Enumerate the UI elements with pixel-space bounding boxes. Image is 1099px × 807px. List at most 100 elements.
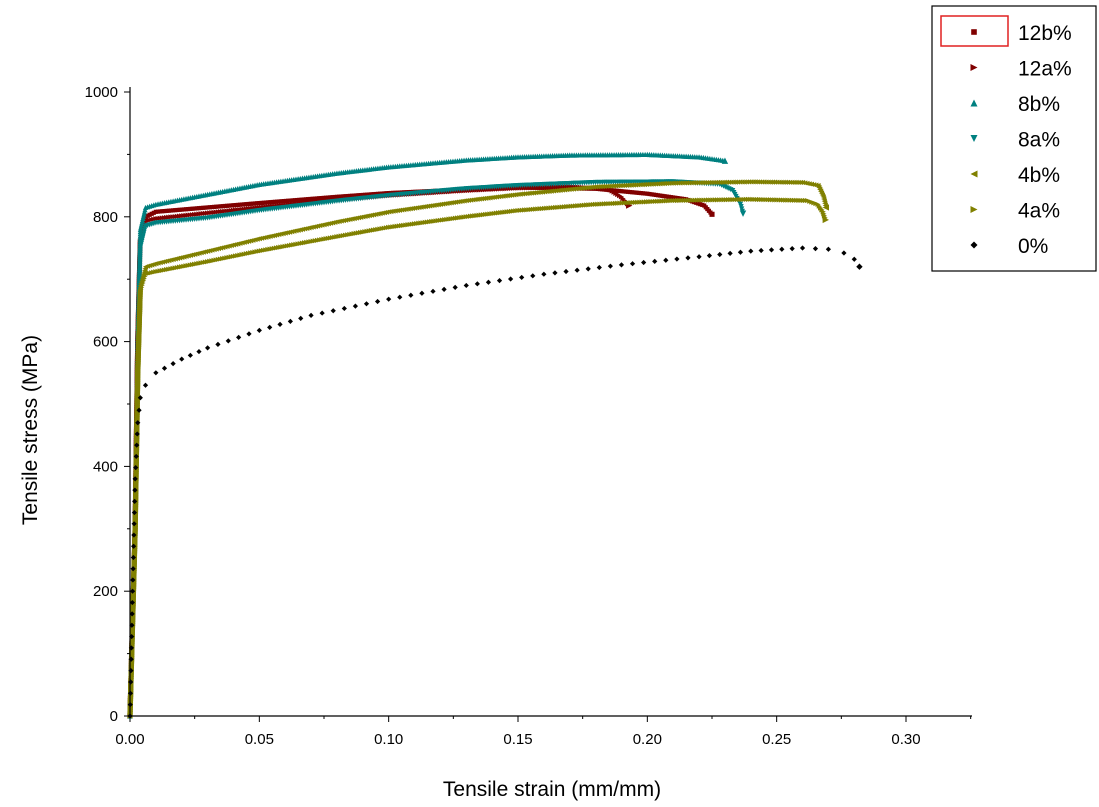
data-point [233, 202, 238, 208]
data-point [504, 193, 510, 199]
data-point [442, 201, 448, 207]
data-point [225, 338, 231, 344]
data-point [493, 194, 500, 200]
data-point [768, 247, 775, 253]
data-point [179, 356, 185, 362]
data-point [685, 255, 691, 261]
data-point [256, 327, 262, 333]
data-point [457, 198, 463, 205]
data-point [452, 199, 459, 205]
data-point [134, 431, 140, 437]
data-point [799, 245, 806, 251]
data-point [789, 246, 795, 252]
data-point [485, 279, 492, 285]
data-point [474, 196, 480, 202]
data-point [244, 202, 249, 207]
data-point [533, 190, 539, 196]
data-point [553, 188, 559, 194]
data-point [439, 201, 446, 207]
data-point [544, 188, 550, 195]
data-point [161, 365, 168, 371]
data-point [813, 182, 819, 188]
data-point [812, 246, 819, 252]
data-point [306, 197, 311, 202]
data-point [231, 203, 236, 208]
legend-label: 8b% [1018, 93, 1060, 116]
data-point [643, 191, 648, 196]
data-point [721, 157, 729, 164]
data-point [246, 331, 252, 337]
data-point [175, 207, 180, 213]
data-point [448, 200, 454, 206]
data-point [566, 186, 572, 193]
data-point [636, 190, 641, 195]
series-4a% [127, 196, 830, 719]
data-point [369, 192, 374, 197]
data-point [205, 345, 211, 351]
data-point [347, 193, 352, 198]
data-point [397, 294, 403, 300]
data-point [470, 197, 476, 203]
data-point [660, 193, 665, 198]
data-point [530, 190, 537, 196]
data-point [131, 543, 137, 549]
data-point [257, 200, 262, 206]
legend-marker [970, 170, 978, 178]
data-point [364, 213, 370, 219]
data-point [354, 193, 359, 198]
data-point [515, 191, 521, 197]
data-point [662, 194, 667, 199]
data-point [502, 193, 508, 199]
data-point [160, 209, 165, 214]
x-tick-label: 0.10 [374, 731, 403, 748]
data-point [799, 179, 806, 186]
data-point [737, 249, 744, 255]
legend-marker [970, 99, 978, 107]
data-point [332, 194, 337, 200]
data-point [528, 190, 534, 196]
data-point [292, 198, 297, 203]
data-point [674, 256, 680, 262]
data-point [216, 204, 221, 209]
data-point [641, 259, 647, 266]
data-point [472, 196, 478, 203]
data-point [666, 194, 671, 199]
y-tick-label: 400 [93, 458, 118, 475]
data-point [186, 206, 191, 212]
data-point [630, 190, 635, 195]
data-point [739, 210, 747, 217]
data-point [277, 321, 283, 327]
data-point [577, 185, 583, 191]
data-point [590, 184, 596, 190]
y-axis: 0 200 400 600 800 1000 [85, 84, 131, 725]
data-point [652, 258, 658, 264]
data-point [328, 195, 333, 200]
legend-marker [970, 206, 978, 213]
data-point [215, 341, 221, 347]
data-point [386, 209, 392, 215]
data-point [339, 194, 344, 199]
data-point [236, 334, 242, 340]
data-point [564, 187, 570, 193]
legend-label: 4b% [1018, 164, 1060, 187]
data-point [474, 281, 480, 287]
data-point [628, 189, 633, 195]
data-point [727, 250, 733, 256]
data-point [607, 263, 613, 269]
legend-label: 0% [1018, 235, 1048, 258]
data-point [409, 205, 415, 211]
data-point [557, 187, 563, 193]
data-point [287, 318, 293, 324]
legend: 12b% 12a% 8b% 8a% 4b% 4a% 0% [931, 5, 1097, 272]
data-point [596, 264, 602, 271]
data-point [386, 296, 392, 302]
data-point [224, 203, 230, 208]
data-point [312, 196, 317, 201]
data-point [362, 213, 368, 219]
data-point [343, 194, 348, 199]
data-point [399, 207, 405, 213]
data-point [356, 193, 361, 198]
data-point [647, 191, 652, 197]
data-point [211, 204, 217, 209]
data-point [405, 206, 411, 212]
